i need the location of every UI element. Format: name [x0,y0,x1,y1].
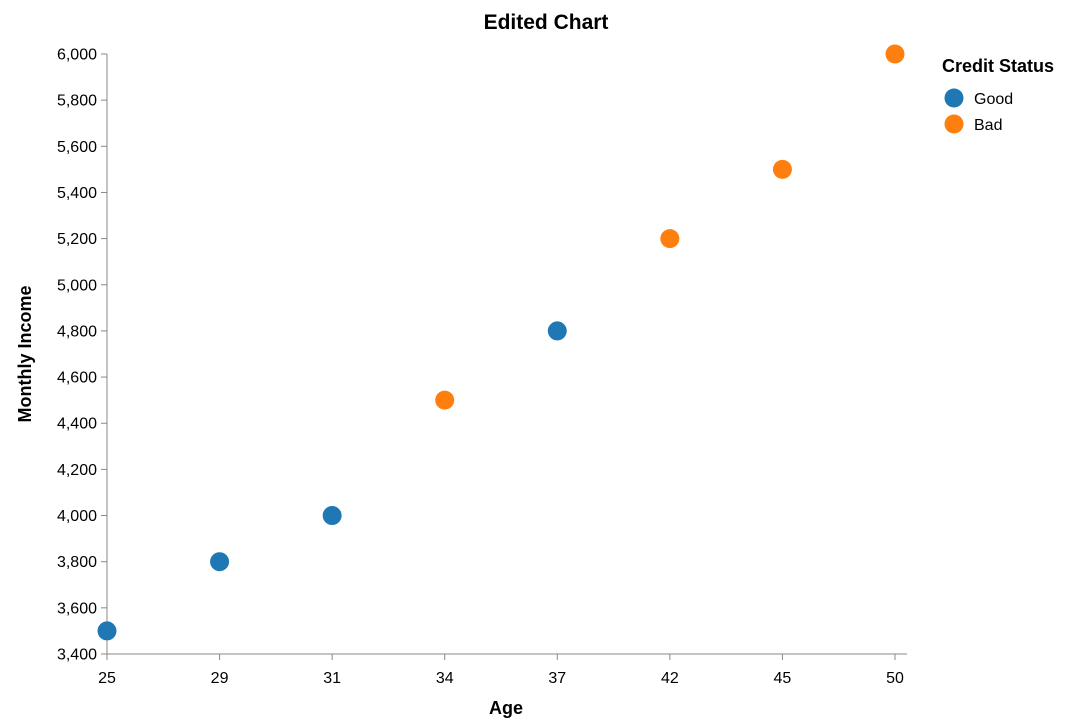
y-axis: 3,400 3,600 3,800 4,000 4,200 4,400 4,600 4,800… [57,47,108,664]
y-axis-title: Monthly Income [15,285,35,422]
data-point-bad [435,390,455,410]
y-tick-label: 5,400 [57,185,97,202]
y-tick-label: 4,200 [57,462,97,479]
data-points [97,44,905,641]
data-point-bad [772,159,792,179]
y-tick-label: 5,000 [57,277,97,294]
x-tick-label: 45 [774,670,792,687]
data-point-good [210,552,230,572]
y-tick-label: 3,600 [57,600,97,617]
x-tick-label: 25 [98,670,116,687]
chart-title: Edited Chart [484,11,609,34]
y-tick-label: 5,600 [57,139,97,156]
data-point-bad [885,44,905,64]
data-point-good [97,621,117,641]
y-tick-label: 6,000 [57,47,97,64]
y-tick-label: 4,800 [57,323,97,340]
data-point-good [547,321,567,341]
x-axis: 25 29 31 34 37 42 45 50 [98,653,907,687]
y-tick-label: 5,800 [57,93,97,110]
y-tick-label: 4,400 [57,416,97,433]
x-tick-label: 50 [886,670,904,687]
y-tick-label: 3,800 [57,554,97,571]
x-tick-label: 31 [323,670,341,687]
legend-symbol-good [944,88,964,108]
data-point-good [322,506,342,526]
legend-title: Credit Status [942,56,1054,76]
y-tick-label: 5,200 [57,231,97,248]
x-axis-title: Age [489,698,523,718]
data-point-bad [660,229,680,249]
legend-label-bad: Bad [974,117,1002,134]
legend: Credit Status Good Bad [942,56,1054,134]
x-tick-label: 37 [548,670,566,687]
y-tick-label: 4,000 [57,508,97,525]
x-tick-label: 29 [211,670,229,687]
legend-label-good: Good [974,91,1013,108]
x-tick-label: 42 [661,670,679,687]
x-tick-label: 34 [436,670,454,687]
y-tick-label: 3,400 [57,647,97,664]
legend-symbol-bad [944,114,964,134]
y-tick-label: 4,600 [57,370,97,387]
